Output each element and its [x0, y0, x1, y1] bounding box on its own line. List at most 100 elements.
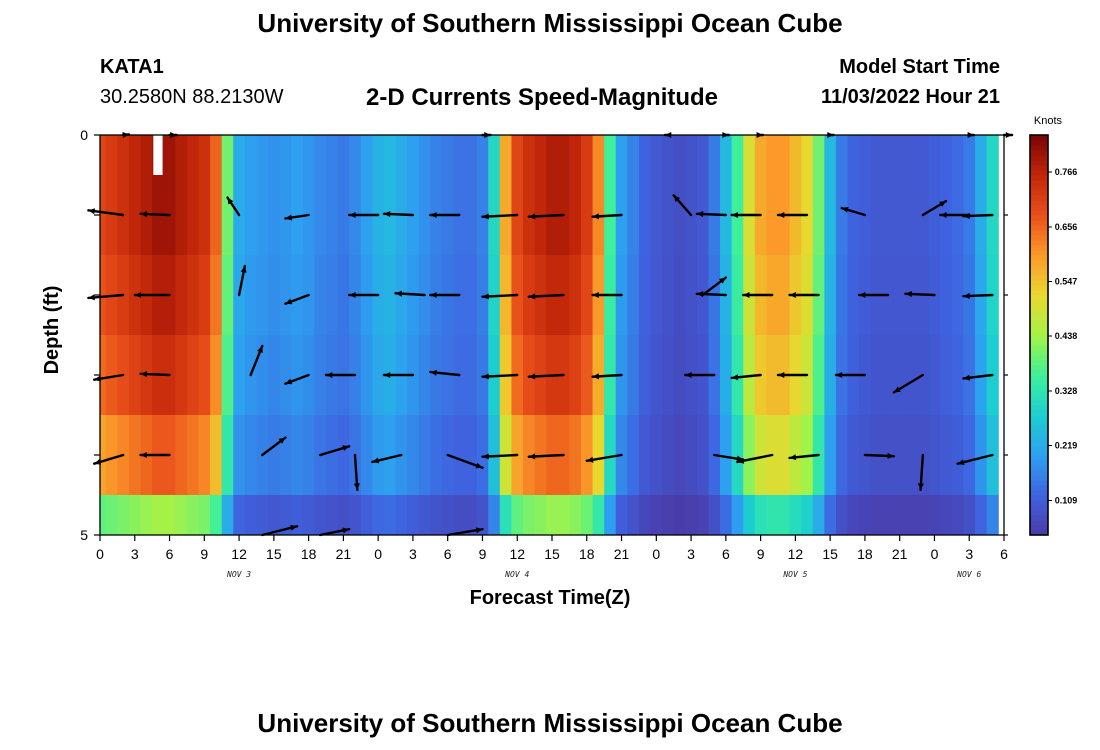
x-tick-label: 0: [652, 546, 660, 562]
heatmap-cell: [940, 135, 953, 176]
heatmap-cell: [951, 135, 965, 176]
heatmap-cell: [418, 175, 431, 256]
heatmap-cell: [592, 415, 605, 496]
current-arrow: [788, 453, 820, 461]
arrow-head: [887, 452, 894, 459]
heatmap-cell: [291, 495, 304, 536]
colorbar-tick-label: 0.547: [1055, 277, 1078, 287]
current-arrow: [962, 212, 994, 219]
heatmap-cell: [244, 135, 258, 176]
heatmap-cell: [198, 135, 211, 176]
heatmap-cell: [940, 335, 953, 416]
heatmap-cell: [975, 495, 988, 536]
colorbar-swatch: [1030, 410, 1048, 416]
heatmap-cell: [627, 495, 640, 536]
x-tick-label: 9: [757, 546, 765, 562]
colorbar-swatch: [1030, 510, 1048, 516]
heatmap-cell: [638, 415, 652, 496]
colorbar-swatch: [1030, 305, 1048, 311]
heatmap-cell: [314, 135, 327, 176]
heatmap-cell: [673, 335, 686, 416]
colorbar-swatch: [1030, 380, 1048, 386]
heatmap-cell: [476, 255, 489, 336]
current-arrow: [139, 371, 171, 378]
heatmap-cell: [696, 415, 710, 496]
heatmap-cell: [175, 335, 188, 416]
chart-title: 2-D Currents Speed-Magnitude: [366, 84, 719, 111]
colorbar-swatch: [1030, 180, 1048, 186]
colorbar-swatch: [1030, 460, 1048, 466]
heatmap-cell: [824, 415, 837, 496]
heatmap-cell: [696, 495, 710, 536]
colorbar-swatch: [1030, 145, 1048, 151]
arrow-head: [140, 371, 147, 378]
heatmap-cell: [708, 495, 721, 536]
arrow-head: [789, 292, 796, 298]
heatmap-cell: [244, 415, 258, 496]
heatmap-cell: [673, 495, 686, 536]
colorbar-swatch: [1030, 390, 1048, 396]
colorbar-swatch: [1030, 370, 1048, 376]
heatmap-cell: [210, 135, 223, 176]
heatmap-cell: [534, 135, 547, 176]
arrow-head: [94, 375, 101, 382]
arrow-head: [528, 293, 536, 300]
heatmap-cell: [731, 255, 744, 336]
current-arrow: [776, 212, 809, 218]
heatmap-cell: [928, 335, 941, 416]
heatmap-cell: [812, 175, 825, 256]
heatmap-cell: [731, 495, 744, 536]
arrow-head: [430, 292, 437, 298]
heatmap-cell: [105, 135, 118, 176]
heatmap-cell: [476, 335, 489, 416]
x-tick-label: 12: [788, 546, 804, 562]
current-arrow: [139, 211, 171, 218]
current-arrow: [962, 292, 994, 299]
current-arrow: [139, 452, 171, 458]
arrow-head: [395, 290, 402, 297]
heatmap-cell: [801, 495, 814, 536]
colorbar-swatch: [1030, 355, 1048, 361]
heatmap-cell: [627, 135, 640, 176]
heatmap-cell: [198, 495, 211, 536]
heatmap-cell: [789, 135, 802, 176]
heatmap-cell: [720, 495, 733, 536]
x-tick-label: 9: [479, 546, 487, 562]
heatmap-cell: [453, 135, 466, 176]
heatmap-cell: [580, 335, 594, 416]
colorbar-swatch: [1030, 150, 1048, 156]
colorbar-swatch: [1030, 485, 1048, 491]
heatmap-cell: [523, 255, 536, 336]
arrow-head: [789, 454, 797, 461]
heatmap-cell: [557, 495, 570, 536]
colorbar-swatch: [1030, 430, 1048, 436]
x-tick-label: 15: [266, 546, 282, 562]
heatmap-cell: [893, 495, 907, 536]
colorbar-swatch: [1030, 350, 1048, 356]
heatmap-cell: [465, 255, 478, 336]
station-coordinates: 30.2580N 88.2130W: [100, 86, 284, 108]
current-arrow: [481, 453, 519, 460]
heatmap-cell: [128, 495, 142, 536]
heatmap-cell: [523, 335, 536, 416]
current-arrow: [429, 212, 461, 218]
arrow-head: [696, 291, 704, 298]
heatmap-cell: [360, 335, 373, 416]
heatmap-cell: [221, 495, 234, 536]
current-arrow: [695, 291, 728, 298]
current-arrow: [527, 453, 565, 460]
heatmap-cell: [117, 495, 130, 536]
colorbar-swatch: [1030, 505, 1048, 511]
colorbar-swatch: [1030, 210, 1048, 216]
colorbar-swatch: [1030, 490, 1048, 496]
heatmap-cell: [893, 335, 907, 416]
heatmap-cell: [279, 495, 292, 536]
heatmap-cell: [256, 495, 269, 536]
colorbar-swatch: [1030, 340, 1048, 346]
heatmap-cell: [801, 135, 814, 176]
current-arrow: [261, 436, 287, 457]
colorbar-swatch: [1030, 415, 1048, 421]
heatmap-cell: [685, 415, 698, 496]
x-tick-label: 15: [822, 546, 838, 562]
heatmap-cell: [186, 175, 200, 256]
